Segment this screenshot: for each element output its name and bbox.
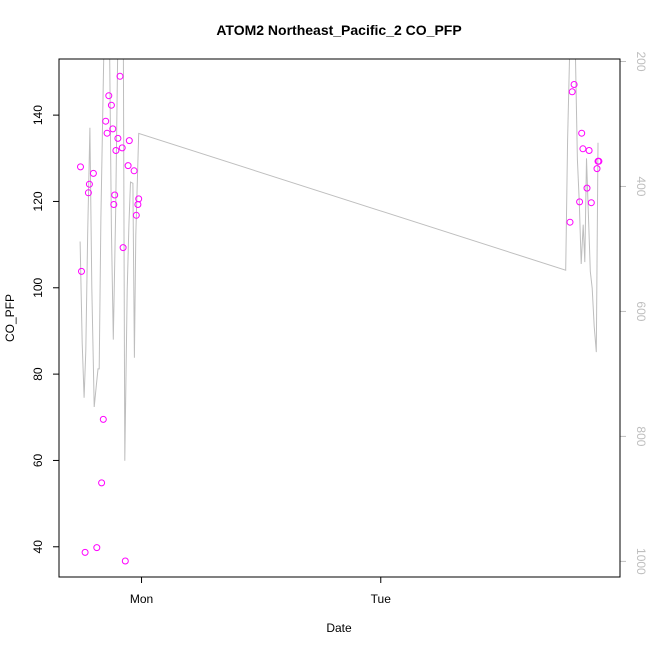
data-point [124,162,132,170]
data-point [89,169,97,177]
data-point [595,157,603,165]
plot-frame [58,58,621,578]
data-point [568,88,576,96]
y-tick-label: 140 [31,105,45,125]
data-point [119,244,127,252]
y2-tick-label: 400 [634,176,648,196]
y-tick-label: 80 [31,367,45,381]
altitude-line-layer [79,58,599,461]
data-point [570,81,578,88]
y-tick-label: 100 [31,277,45,297]
data-point [566,218,574,226]
y2-tick-label: 600 [634,301,648,321]
data-point [587,199,595,207]
data-point [84,189,92,197]
data-point [585,147,593,154]
data-point [98,479,106,487]
data-point [103,129,111,137]
data-point [593,165,601,173]
x-axis-label: Date [326,621,352,635]
data-point [130,167,138,175]
y2-tick-label: 800 [634,426,648,446]
x-tick-label: Mon [130,592,153,606]
data-point [111,191,119,199]
y2-tick-label: 200 [634,51,648,71]
axes-layer: 40 60 80 100 120 140 200 400 600 800 1000 Mon Tue [31,51,648,606]
data-point [78,267,85,275]
data-point [107,101,115,109]
data-point [135,195,143,203]
data-point [102,117,110,125]
chart-title: ATOM2 Northeast_Pacific_2 CO_PFP [216,22,461,38]
data-point [93,544,101,552]
y-tick-label: 120 [31,191,45,211]
y2-tick-label: 1000 [634,548,648,575]
data-point [85,180,93,188]
data-point [125,137,133,145]
data-point [132,211,140,219]
data-point [81,548,89,556]
data-point [578,129,586,137]
data-point [105,92,113,100]
data-point [579,145,587,153]
y-axis-label: CO_PFP [3,294,17,342]
x-tick-label: Tue [371,592,392,606]
y-tick-label: 60 [31,453,45,467]
data-point [116,72,124,80]
data-point [112,147,120,154]
data-point [121,557,129,565]
data-point [77,163,84,171]
data-point [109,125,117,133]
data-point [118,144,126,152]
data-point [99,415,107,423]
data-points-layer [77,72,603,565]
data-point [114,134,122,142]
data-point [134,201,142,208]
data-point [576,198,584,206]
y-tick-label: 40 [31,540,45,554]
altitude-series-line [79,58,599,461]
data-point [583,184,591,192]
data-point [110,201,118,208]
